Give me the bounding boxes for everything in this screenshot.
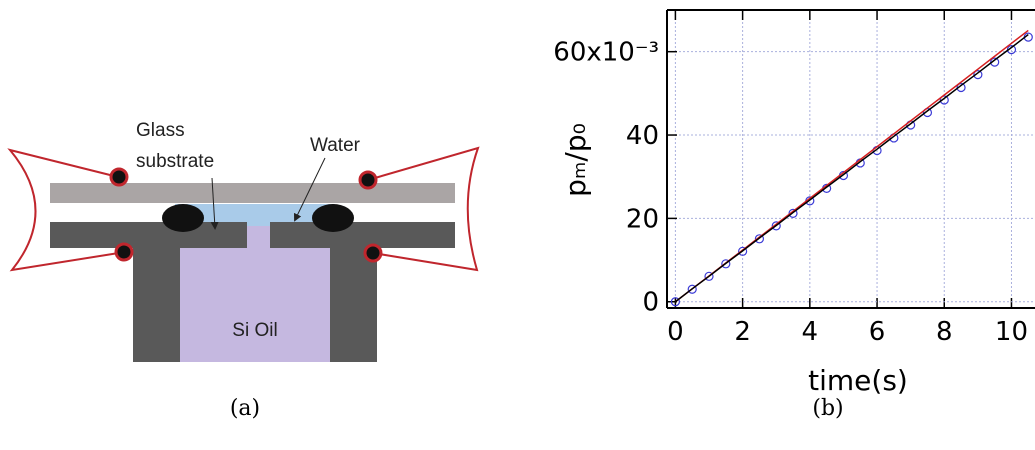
caption: (a) <box>230 396 260 421</box>
arrow <box>210 177 219 230</box>
screw <box>114 242 134 262</box>
column <box>330 248 377 362</box>
y-axis-label: pₘ/p₀ <box>559 123 592 197</box>
diagram: Glass substrate Water Si Oil (a) <box>7 120 480 421</box>
x-tick-label: 6 <box>869 317 886 347</box>
base <box>50 222 247 248</box>
marker <box>939 95 949 105</box>
marker <box>687 284 697 294</box>
o-ring <box>312 204 354 232</box>
y-tick-label: 40 <box>626 121 659 151</box>
marker <box>721 259 731 269</box>
marker <box>754 234 765 244</box>
marker <box>771 221 781 231</box>
marker <box>738 246 748 256</box>
x-tick-label: 4 <box>802 317 819 347</box>
clamp <box>367 146 480 272</box>
screw <box>363 243 383 263</box>
series-group <box>670 29 1033 307</box>
y-tick-label: 60x10⁻³ <box>553 38 659 68</box>
arrow <box>294 157 326 222</box>
base <box>270 222 455 248</box>
label: Si Oil <box>232 320 277 341</box>
label: Water <box>310 135 361 156</box>
y-tick-label: 0 <box>642 288 659 318</box>
x-tick-label: 10 <box>995 317 1028 347</box>
marker <box>990 57 1000 67</box>
clamp <box>7 148 126 272</box>
label: Glass <box>136 120 185 141</box>
marker <box>788 208 798 218</box>
x-tick-label: 8 <box>936 317 953 347</box>
x-tick-label: 2 <box>734 317 751 347</box>
chart: 0 2 4 6 8 10 0 20 40 60x10⁻³ time(s) pₘ/p₀ <box>553 9 1035 397</box>
marker <box>704 271 714 281</box>
x-axis-label: time(s) <box>808 364 908 397</box>
caption: (b) <box>812 396 843 421</box>
column <box>133 248 180 362</box>
glass-plate <box>50 183 455 203</box>
label: substrate <box>136 151 214 172</box>
o-ring <box>162 204 204 232</box>
marker <box>956 82 966 93</box>
marker <box>973 70 983 80</box>
screw <box>109 167 129 187</box>
marker <box>670 297 681 307</box>
screw <box>358 170 378 190</box>
y-tick-label: 20 <box>626 204 659 234</box>
line <box>674 33 1029 303</box>
channel <box>247 226 270 248</box>
oil <box>180 248 330 362</box>
x-tick-label: 0 <box>667 317 684 347</box>
